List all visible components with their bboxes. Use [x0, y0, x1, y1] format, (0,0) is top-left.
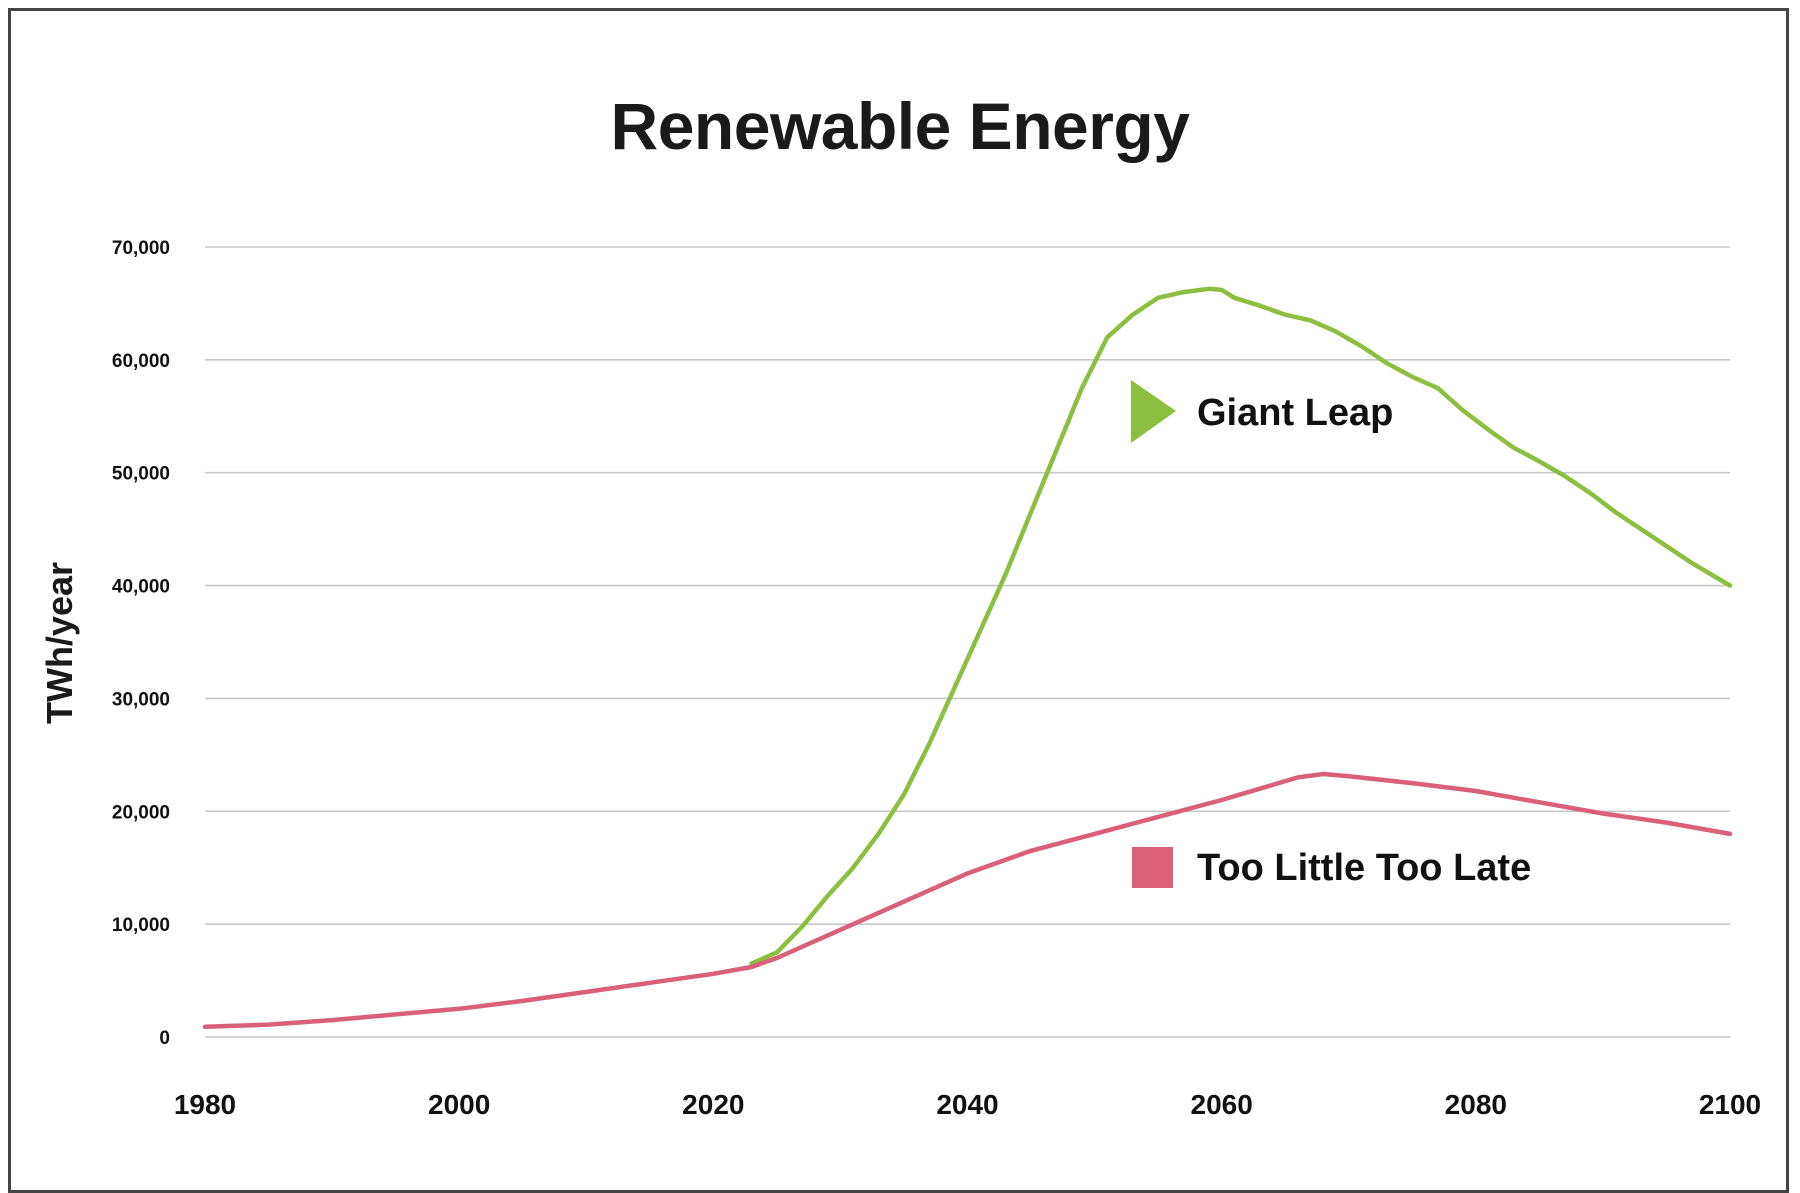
legend-triangle-icon [1131, 380, 1176, 443]
series-line-0 [749, 286, 1733, 966]
legend: Giant Leap Too Little Too Late [1131, 380, 1531, 889]
gridlines [205, 246, 1730, 1038]
y-tick-label: 70,000 [112, 238, 170, 259]
chart-title: Renewable Energy [610, 89, 1190, 163]
x-axis-ticks: 1980 2000 2020 2040 2060 2080 2100 [174, 1089, 1761, 1120]
series-line-1 [202, 771, 1733, 1030]
x-tick-label: 2060 [1191, 1089, 1253, 1120]
legend-label-giant-leap: Giant Leap [1197, 392, 1393, 434]
x-tick-label: 1980 [174, 1089, 236, 1120]
x-tick-label: 2080 [1445, 1089, 1507, 1120]
series-lines [202, 286, 1733, 1030]
y-tick-label: 50,000 [112, 464, 170, 485]
chart-frame [8, 8, 1789, 1193]
y-tick-label: 60,000 [112, 351, 170, 372]
y-tick-label: 40,000 [112, 577, 170, 598]
legend-square-icon [1132, 847, 1173, 888]
y-tick-label: 0 [159, 1028, 170, 1049]
y-axis-ticks: 0 10,000 20,000 30,000 40,000 50,000 60,000 70,… [112, 238, 170, 1049]
legend-label-too-little-too-late: Too Little Too Late [1197, 847, 1531, 889]
x-tick-label: 2100 [1699, 1089, 1761, 1120]
x-tick-label: 2000 [428, 1089, 490, 1120]
y-tick-label: 20,000 [112, 802, 170, 823]
x-tick-label: 2020 [682, 1089, 744, 1120]
y-tick-label: 30,000 [112, 689, 170, 710]
x-tick-label: 2040 [936, 1089, 998, 1120]
y-tick-label: 10,000 [112, 915, 170, 936]
